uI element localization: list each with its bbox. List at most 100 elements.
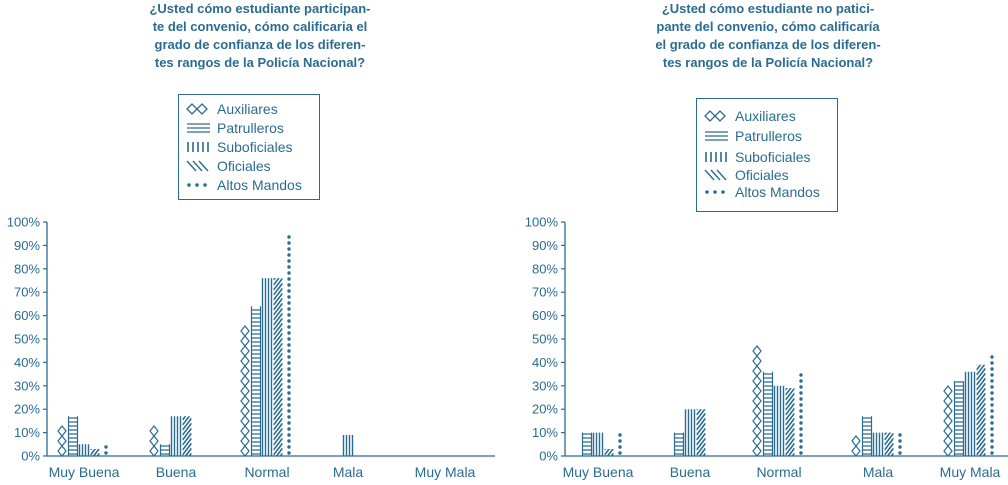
y-tick-label: 70% <box>14 285 40 300</box>
bar-auxiliares <box>943 385 953 457</box>
chart-legend: Auxiliares Patrulleros Suboficiales Ofic… <box>696 98 838 212</box>
bar-patrulleros <box>861 416 873 456</box>
chart-title-line: tes rangos de la Policía Nacional? <box>662 55 874 70</box>
bar-altos-mandos <box>104 445 108 455</box>
y-tick-label: 90% <box>14 238 40 253</box>
bar-altos-mandos <box>618 433 622 455</box>
horizontal-lines-pattern-icon <box>187 123 210 133</box>
bar-altos-mandos <box>898 433 902 455</box>
bar-suboficiales <box>592 432 604 456</box>
bar-oficiales <box>785 388 795 457</box>
bar-patrulleros <box>159 444 171 456</box>
chart-title-line: tes rangos de la Policía Nacional? <box>154 55 366 70</box>
chart-title-line: te del convenio, cómo calificaria el <box>152 19 368 34</box>
y-tick-label: 80% <box>14 261 40 276</box>
y-tick-label: 60% <box>532 308 558 323</box>
bar-suboficiales <box>261 278 273 456</box>
chart-title: ¿Usted cómo estudiante no patici- pante … <box>588 0 948 72</box>
x-tick-label: Normal <box>244 464 289 480</box>
legend-label: Auxiliares <box>217 101 278 117</box>
x-tick-label: Buena <box>670 464 711 480</box>
legend-label: Oficiales <box>217 158 271 174</box>
y-tick-label: 100% <box>525 215 559 230</box>
x-tick-label: Mala <box>333 464 364 480</box>
legend-item-auxiliares: Auxiliares <box>179 100 309 118</box>
chart-title: ¿Usted cómo estudiante participan- te de… <box>80 0 440 72</box>
dots-pattern-icon <box>187 183 207 187</box>
bar-patrulleros <box>67 416 79 456</box>
chart-title-line: pante del convenio, cómo calificaría <box>656 19 880 34</box>
legend-item-suboficiales: Suboficiales <box>697 148 827 166</box>
x-tick-label: Normal <box>756 464 801 480</box>
dots-pattern-icon <box>705 190 725 194</box>
bar-oficiales <box>976 364 986 456</box>
legend-label: Auxiliares <box>735 108 796 124</box>
bar-suboficiales <box>773 385 785 456</box>
diamond-pattern-icon <box>704 110 726 122</box>
legend-item-oficiales: Oficiales <box>179 157 309 175</box>
diagonal-lines-pattern-icon <box>704 169 727 181</box>
x-tick-label: Mala <box>863 464 894 480</box>
bar-chart-participants: 0% 10% 20% 30% 40% 50% 60% 70% 80% 90% 100% Muy Bue… <box>7 215 495 480</box>
y-tick-label: 20% <box>532 402 558 417</box>
y-tick-label: 10% <box>14 425 40 440</box>
bar-auxiliares <box>752 345 762 457</box>
y-tick-label: 10% <box>532 425 558 440</box>
bar-suboficiales <box>170 416 182 456</box>
y-tick-label: 50% <box>14 332 40 347</box>
bar-auxiliares <box>240 325 250 457</box>
vertical-lines-pattern-icon <box>187 142 209 152</box>
chart-title-line: grado de confianza de los diferen- <box>154 37 366 52</box>
legend-item-suboficiales: Suboficiales <box>179 138 309 156</box>
y-tick-label: 50% <box>532 332 558 347</box>
y-tick-label: 70% <box>532 285 558 300</box>
chart-panel-non-participants: ¿Usted cómo estudiante no patici- pante … <box>504 0 1008 485</box>
bar-suboficiales <box>342 434 354 456</box>
y-tick-label: 0% <box>539 449 558 464</box>
x-tick-label: Muy Buena <box>49 464 120 480</box>
bar-suboficiales <box>78 444 90 456</box>
legend-item-auxiliares: Auxiliares <box>697 107 827 125</box>
y-tick-label: 30% <box>14 378 40 393</box>
chart-legend: Auxiliares Patrulleros Suboficiales Ofic… <box>178 94 320 200</box>
bar-oficiales <box>604 448 614 457</box>
bar-suboficiales <box>964 371 976 456</box>
legend-item-oficiales: Oficiales <box>697 166 827 184</box>
bar-altos-mandos <box>990 355 994 455</box>
y-tick-label: 40% <box>532 355 558 370</box>
x-tick-label: Muy Mala <box>415 464 476 480</box>
bar-patrulleros <box>673 432 685 456</box>
bar-oficiales <box>182 416 192 456</box>
legend-label: Patrulleros <box>735 128 802 144</box>
legend-item-patrulleros: Patrulleros <box>179 119 309 137</box>
y-tick-label: 30% <box>532 378 558 393</box>
bar-oficiales <box>273 278 283 456</box>
y-tick-label: 80% <box>532 261 558 276</box>
bar-suboficiales <box>872 432 884 456</box>
x-tick-label: Muy Mala <box>940 464 1001 480</box>
y-tick-label: 20% <box>14 402 40 417</box>
bar-patrulleros <box>250 306 262 456</box>
y-tick-label: 0% <box>21 449 40 464</box>
chart-panel-participants: ¿Usted cómo estudiante participan- te de… <box>7 0 495 480</box>
bar-altos-mandos <box>287 235 291 455</box>
bar-patrulleros <box>953 381 965 456</box>
bar-oficiales <box>884 432 894 457</box>
bar-oficiales <box>696 409 706 457</box>
bar-oficiales <box>90 448 100 457</box>
horizontal-lines-pattern-icon <box>705 131 728 141</box>
bar-chart-non-participants: 0% 10% 20% 30% 40% 50% 60% 70% 80% 90% 100% Muy Bue… <box>525 215 1008 480</box>
legend-label: Altos Mandos <box>217 177 302 193</box>
bar-suboficiales <box>684 409 696 456</box>
bar-patrulleros <box>762 371 774 456</box>
bar-altos-mandos <box>799 373 803 455</box>
vertical-lines-pattern-icon <box>705 152 727 162</box>
diamond-pattern-icon <box>186 103 208 115</box>
legend-item-altos-mandos: Altos Mandos <box>179 176 309 194</box>
x-tick-label: Muy Buena <box>563 464 634 480</box>
y-tick-label: 40% <box>14 355 40 370</box>
legend-label: Suboficiales <box>735 149 811 165</box>
bar-auxiliares <box>149 425 159 457</box>
y-tick-label: 90% <box>532 238 558 253</box>
legend-item-patrulleros: Patrulleros <box>697 127 827 145</box>
